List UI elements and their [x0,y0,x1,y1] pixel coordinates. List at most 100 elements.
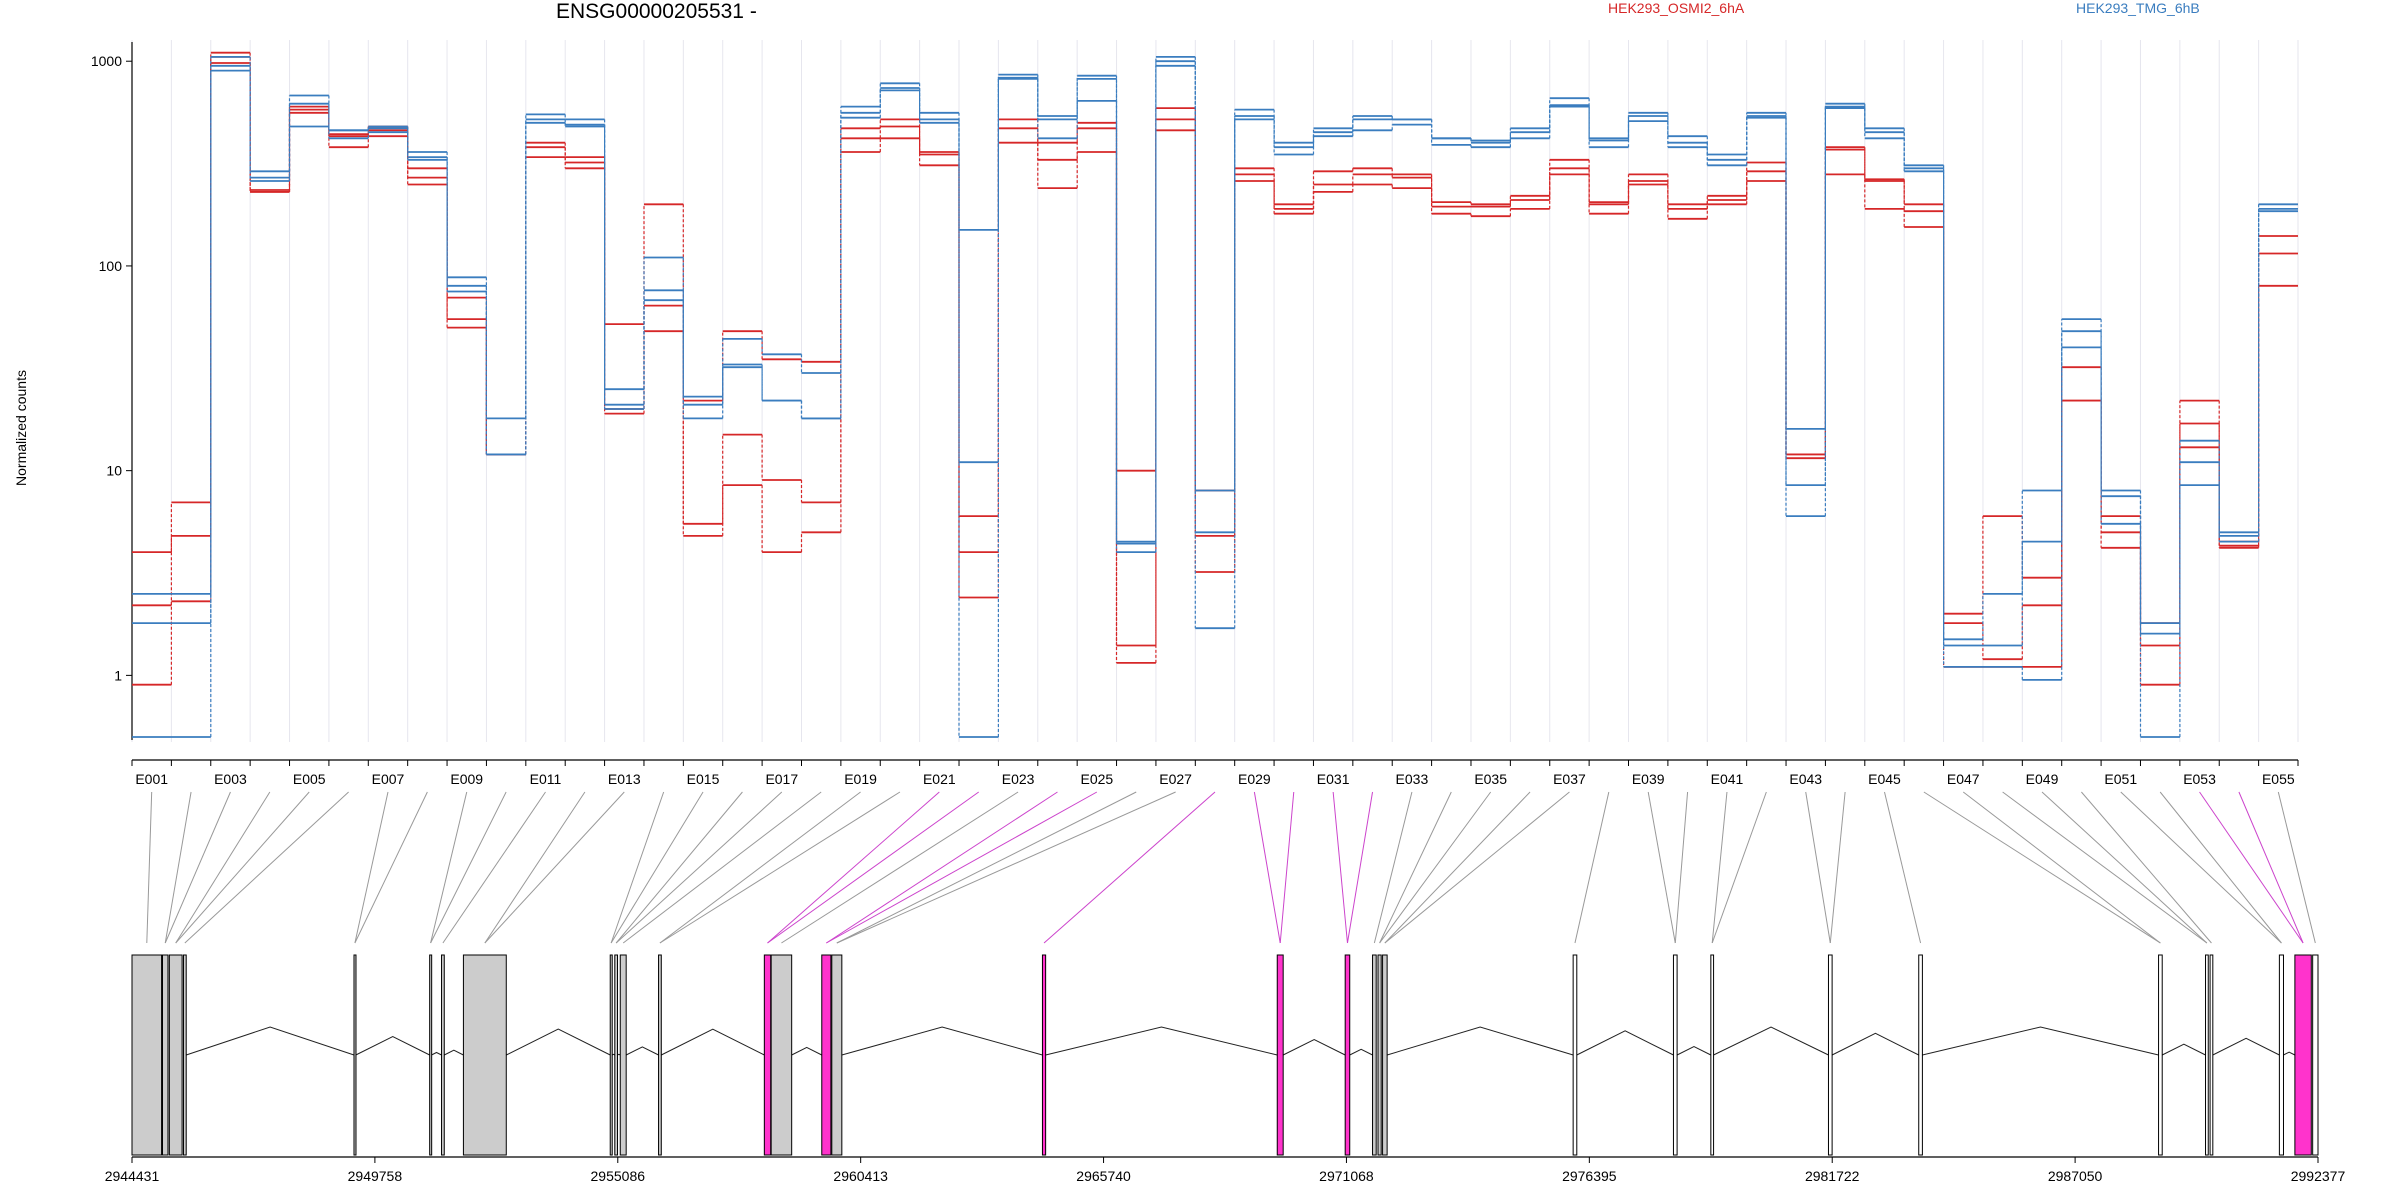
intron-line [431,1051,442,1056]
exon-tick-label: E031 [1317,771,1350,787]
series-steps [132,56,2298,661]
gene-model [131,954,2319,1156]
intron-line [841,1026,1043,1056]
exon-connector [164,791,192,944]
exon-block [1672,954,1678,1156]
exon-connector [164,791,231,944]
exon-connector [1674,791,1689,944]
exon-block [2205,954,2209,1156]
y-tick-label: 10 [106,463,122,479]
exon-connector [610,791,704,944]
exon-block [1372,954,1377,1156]
exon-connector [2002,791,2208,944]
exon-block [614,954,619,1156]
exon-connector [2120,791,2282,944]
exon-connector [2081,791,2212,944]
exon-block [131,954,163,1156]
exon-tick-label: E007 [372,771,405,787]
y-tick-label: 100 [99,258,123,274]
exon-tick-label: E037 [1553,771,1586,787]
exon-tick-label: E027 [1159,771,1192,787]
intron-line [355,1035,430,1056]
series-connector [170,63,2260,685]
chart-title: ENSG00000205531 - [556,0,757,23]
exon-connector [2277,791,2316,944]
genomic-tick-label: 2987050 [2048,1168,2103,1184]
series-connector [210,61,2260,646]
exon-block [2278,954,2284,1156]
intron-line [444,1049,464,1056]
exon-block [441,954,445,1156]
exon-connector [1379,791,1492,944]
exon-connector [2199,791,2304,944]
exon-tick-label: E005 [293,771,326,787]
genomic-tick-label: 2949758 [348,1168,403,1184]
exon-block [2294,954,2312,1156]
series-HEK293_OSMI2_6hA-0 [132,51,2298,624]
exon-connectors [146,791,2316,944]
y-axis: 1 10 100 1000 [91,42,133,740]
y-axis-label: Normalized counts [13,370,29,486]
exon-connector [175,791,310,944]
exon-connector [781,791,1019,944]
exon-connector [2159,791,2282,944]
grid-lines [131,40,2299,742]
exon-connector [1711,791,1728,944]
exon-block [1827,954,1833,1156]
exon-connector [615,791,743,944]
exon-block [429,954,433,1156]
genomic-tick-label: 2944431 [105,1168,160,1184]
series-HEK293_TMG_6hB-5 [132,64,2298,738]
exon-connector [826,791,1098,944]
exon-connector [659,791,861,944]
exon-connector [1711,791,1767,944]
exon-connector [2238,791,2304,944]
intron-line [1349,1048,1373,1056]
series-connector [210,65,2260,737]
exon-block [1382,954,1388,1156]
genomic-tick-label: 2992377 [2291,1168,2346,1184]
exon-connector [146,791,153,944]
exon-tick-label: E015 [687,771,720,787]
exon-connector [767,791,979,944]
exon-block [2209,954,2214,1156]
legend-entry-osmi2: HEK293_OSMI2_6hA [1608,0,1745,16]
exon-connector [1384,791,1570,944]
genomic-tick-label: 2960413 [833,1168,888,1184]
legend-entry-tmg: HEK293_TMG_6hB [2076,0,2200,16]
exon-tick-label: E011 [530,771,562,787]
exon-tick-label: E045 [1868,771,1901,787]
y-tick-label: 1 [114,667,122,683]
exon-tick-label: E043 [1789,771,1822,787]
exon-tick-label: E013 [608,771,641,787]
y-tick-label: 1000 [91,53,122,69]
exon-connector [1884,791,1922,944]
exon-connector [430,791,468,944]
exon-block [168,954,183,1156]
genomic-tick-label: 2971068 [1319,1168,1374,1184]
exon-tick-label: E023 [1002,771,1035,787]
exon-connector [1253,791,1281,944]
series-steps [132,51,2298,624]
intron-line [186,1026,355,1056]
intron-line [2212,1037,2280,1056]
series-HEK293_TMG_6hB-4 [132,60,2298,647]
exon-connector [2041,791,2208,944]
exon-block [619,954,627,1156]
intron-line [2283,1051,2296,1056]
exon-connector [1574,791,1610,944]
exon-connector [826,791,1058,944]
exon-connector [1373,791,1413,944]
exon-axis: E001 E003 E005 E007 E009 E011 E013 E015 E017 E019… [131,759,2299,787]
intron-line [1282,1038,1346,1056]
exon-connector [610,791,665,944]
genomic-tick-label: 2976395 [1562,1168,1617,1184]
series-HEK293_OSMI2_6hA-2 [132,62,2298,686]
exon-tick-label: E003 [214,771,247,787]
series-HEK293_TMG_6hB-3 [132,56,2298,641]
intron-line [1922,1026,2159,1056]
exon-block [770,954,793,1156]
exon-block [821,954,832,1156]
genomic-axis: 2944431 2949758 2955086 2960413 2965740 29710… [105,1156,2346,1184]
exon-connector [659,791,901,944]
